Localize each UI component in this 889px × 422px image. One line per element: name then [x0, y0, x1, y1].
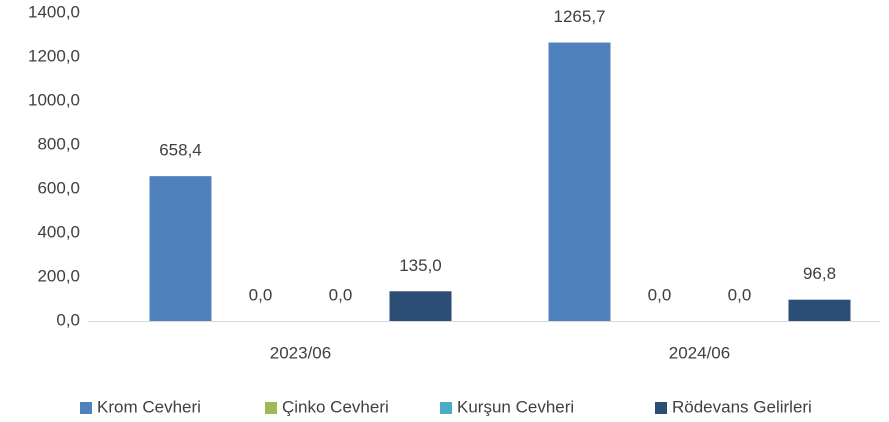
y-tick-label: 200,0 [37, 266, 80, 285]
y-tick-label: 1400,0 [28, 2, 80, 21]
bar [548, 42, 611, 322]
legend-label: Kurşun Cevheri [457, 397, 574, 416]
legend-label: Rödevans Gelirleri [672, 397, 812, 416]
y-tick-label: 0,0 [56, 310, 80, 329]
y-tick-label: 600,0 [37, 178, 80, 197]
legend-swatch [440, 402, 452, 414]
x-tick-label: 2023/06 [270, 343, 331, 362]
data-label: 658,4 [159, 141, 202, 160]
y-tick-label: 1200,0 [28, 46, 80, 65]
data-label: 0,0 [648, 285, 672, 304]
y-tick-label: 800,0 [37, 134, 80, 153]
y-tick-label: 1000,0 [28, 90, 80, 109]
data-label: 0,0 [249, 285, 273, 304]
legend-label: Çinko Cevheri [282, 397, 389, 416]
bar [788, 299, 851, 321]
data-label: 0,0 [329, 285, 353, 304]
legend-label: Krom Cevheri [97, 397, 201, 416]
bar [149, 176, 212, 321]
legend-swatch [655, 402, 667, 414]
data-label: 135,0 [399, 256, 442, 275]
data-label: 96,8 [803, 264, 836, 283]
bar [389, 291, 452, 321]
data-label: 1265,7 [554, 7, 606, 26]
x-tick-label: 2024/06 [669, 343, 730, 362]
y-tick-label: 400,0 [37, 222, 80, 241]
legend-swatch [80, 402, 92, 414]
data-label: 0,0 [728, 285, 752, 304]
legend-swatch [265, 402, 277, 414]
